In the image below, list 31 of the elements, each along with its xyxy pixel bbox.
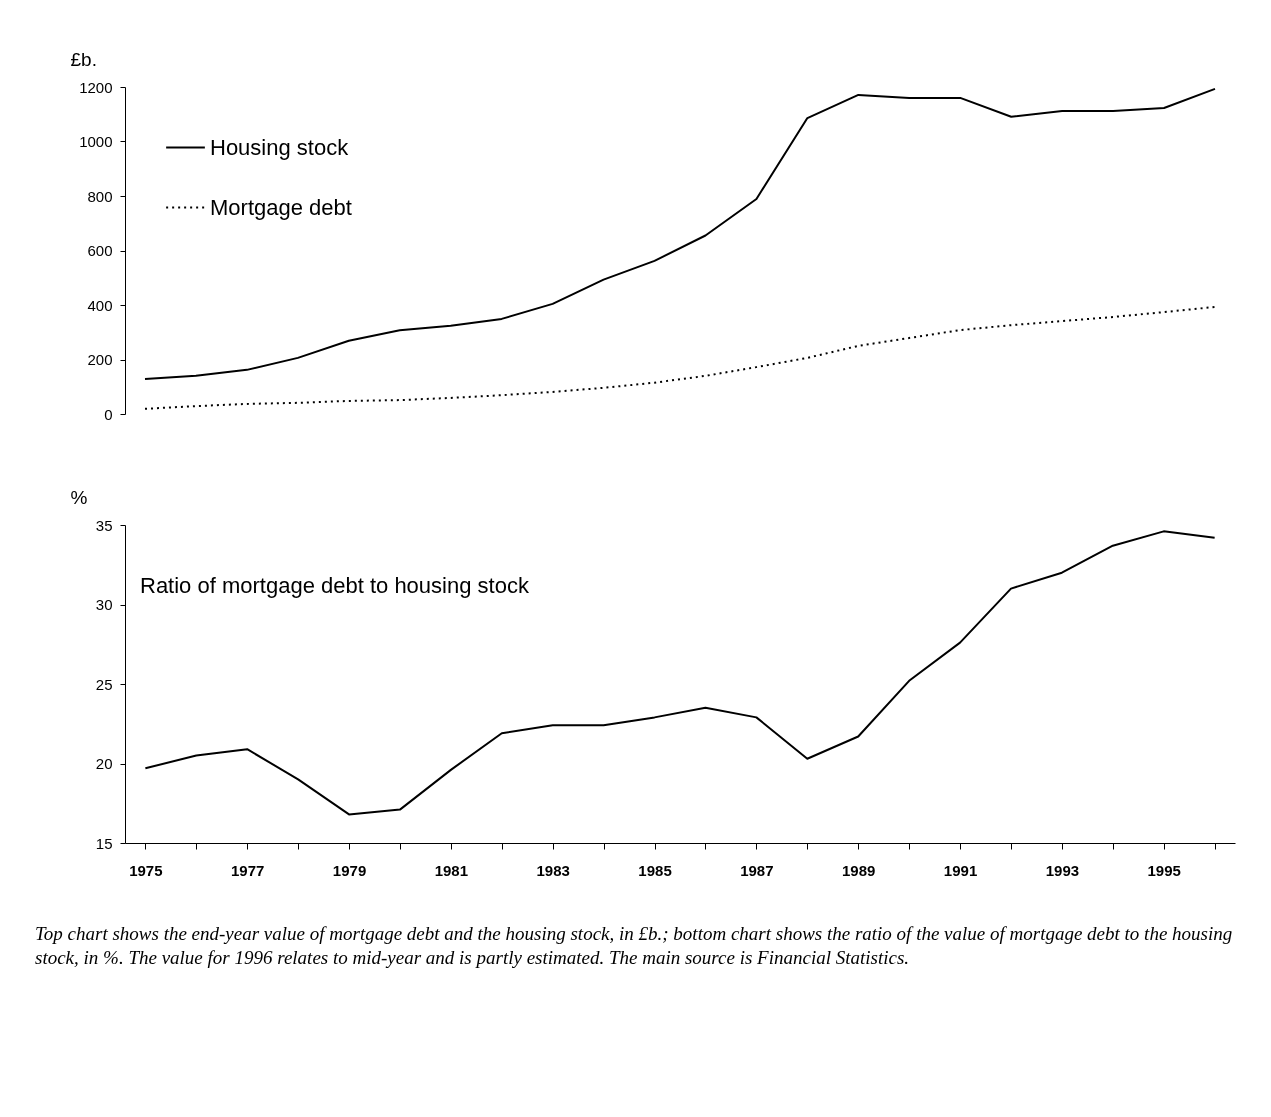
legend-label: Housing stock	[210, 134, 350, 160]
y-tick-label: 30	[95, 596, 113, 613]
x-tick-label: 1993	[1045, 861, 1080, 879]
x-tick-label: 1981	[434, 861, 469, 879]
x-tick-label: 1977	[231, 861, 265, 879]
x-tick-label: 1983	[536, 861, 570, 879]
y-tick-label: 15	[95, 834, 113, 852]
x-tick-label: 1975	[129, 861, 163, 879]
y-tick-label: 20	[95, 755, 113, 772]
y-tick-label: 1000	[79, 133, 113, 150]
line-series	[144, 87, 1216, 381]
y-axis-title: %	[70, 486, 88, 508]
y-tick-label: 1200	[79, 78, 113, 96]
text: Ratio of mortgage debt to housing stock	[140, 573, 530, 598]
y-tick-label: 800	[87, 187, 113, 205]
text: Top chart shows the end-year value of mortgage debt and the housing stock, in £b.; bottom chart shows the ratio of the value of mortgage debt to the housing stock, in %. The value for 1996 relates to mid-year and is partly estimated. The main source is Financial Statistics.	[35, 922, 1234, 970]
x-tick-label: 1989	[842, 861, 876, 879]
x-tick-label: 1987	[740, 861, 774, 879]
legend-label: Mortgage debt	[210, 194, 352, 220]
y-tick-label: 25	[95, 675, 113, 693]
y-axis-title: £b.	[70, 48, 97, 70]
x-tick-label: 1991	[943, 861, 978, 879]
line-series	[144, 305, 1216, 410]
y-tick-label: 0	[104, 405, 113, 423]
x-tick-label: 1995	[1147, 861, 1181, 879]
x-tick-label: 1985	[638, 861, 672, 879]
y-tick-label: 35	[95, 516, 113, 534]
y-tick-label: 600	[87, 242, 113, 259]
y-tick-label: 400	[87, 296, 113, 314]
y-tick-label: 200	[87, 351, 113, 368]
x-tick-label: 1979	[332, 861, 367, 879]
